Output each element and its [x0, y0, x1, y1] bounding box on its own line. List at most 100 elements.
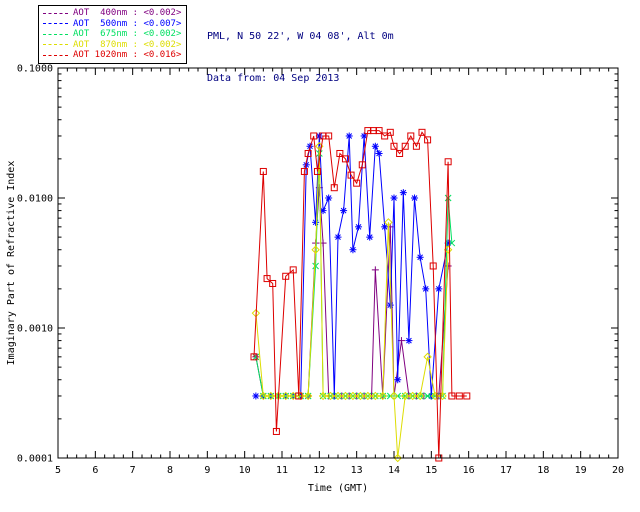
marker-asterisk — [422, 286, 429, 292]
legend-value: <0.016> — [143, 50, 182, 61]
marker-square — [358, 161, 366, 169]
marker-square — [341, 155, 349, 163]
legend-label: AOT 675nm : — [73, 29, 144, 40]
marker-square — [295, 392, 303, 400]
marker-x — [312, 262, 319, 270]
marker-square — [407, 132, 415, 140]
marker-diamond — [371, 391, 380, 401]
marker-square — [418, 128, 426, 136]
marker-asterisk — [376, 150, 382, 157]
x-tick-label: 15 — [425, 465, 437, 476]
marker-diamond — [281, 391, 290, 401]
marker-asterisk — [387, 302, 394, 308]
y-tick-label: 0.0100 — [17, 194, 53, 205]
marker-asterisk — [253, 393, 259, 399]
x-tick-label: 18 — [537, 465, 549, 476]
marker-diamond — [400, 391, 410, 401]
x-tick-label: 5 — [55, 465, 61, 476]
marker-diamond — [266, 391, 276, 401]
marker-diamond — [341, 391, 350, 401]
marker-square — [401, 142, 409, 150]
marker-asterisk — [335, 234, 341, 240]
data-date-text: Data from: 04 Sep 2013 — [207, 72, 340, 84]
marker-asterisk — [400, 189, 407, 196]
x-tick-label: 6 — [92, 465, 98, 476]
x-tick-label: 13 — [351, 465, 363, 476]
marker-square — [381, 132, 389, 140]
marker-diamond — [348, 391, 358, 401]
marker-asterisk — [325, 195, 332, 201]
marker-diamond — [326, 391, 335, 401]
x-tick-label: 7 — [130, 465, 136, 476]
legend-item: AOT 1020nm : <0.016> — [43, 50, 181, 61]
marker-square — [259, 167, 267, 175]
y-tick-label: 0.0001 — [17, 454, 53, 465]
x-tick-label: 16 — [463, 465, 475, 476]
marker-square — [336, 149, 344, 157]
legend-item: AOT 870nm : <0.002> — [43, 40, 181, 51]
marker-diamond — [259, 391, 268, 401]
marker-square — [289, 266, 297, 274]
x-tick-label: 14 — [388, 465, 400, 476]
x-tick-label: 10 — [239, 465, 251, 476]
marker-diamond — [318, 391, 328, 401]
marker-square — [448, 392, 456, 400]
marker-diamond — [378, 391, 388, 401]
marker-square — [455, 392, 463, 400]
marker-square — [269, 279, 277, 287]
x-tick-label: 8 — [167, 465, 173, 476]
legend: AOT 400nm : <0.002> AOT 500nm : <0.007> AO… — [38, 5, 188, 64]
marker-square — [272, 427, 280, 435]
marker-asterisk — [391, 195, 397, 201]
series-line-aot-870nm — [255, 146, 449, 459]
x-tick-label: 12 — [313, 465, 325, 476]
marker-asterisk — [372, 143, 379, 150]
legend-label: AOT 1020nm : — [73, 50, 144, 61]
x-axis-title: Time (GMT) — [308, 483, 368, 494]
marker-asterisk — [340, 207, 347, 214]
marker-asterisk — [417, 254, 423, 261]
marker-asterisk — [435, 286, 442, 292]
marker-square — [263, 275, 271, 283]
marker-diamond — [415, 391, 425, 401]
legend-label: AOT 870nm : — [73, 39, 144, 50]
y-tick-label: 0.0010 — [17, 324, 53, 335]
marker-square — [375, 127, 383, 135]
marker-diamond — [389, 391, 399, 401]
marker-square — [304, 149, 312, 157]
legend-value: <0.002> — [143, 39, 182, 50]
marker-x — [252, 353, 260, 361]
y-tick-label: 0.1000 — [17, 64, 53, 75]
marker-square — [424, 136, 432, 144]
marker-square — [300, 167, 308, 175]
marker-square — [412, 142, 420, 150]
marker-asterisk — [366, 234, 373, 240]
series-line-aot-500nm — [255, 135, 449, 397]
y-axis-title: Imaginary Part of Refractive Index — [6, 161, 17, 366]
series-line-aot-675nm — [255, 153, 453, 397]
marker-square — [386, 128, 394, 136]
legend-line-sample — [43, 54, 68, 56]
marker-diamond — [303, 391, 313, 401]
marker-asterisk — [350, 246, 356, 253]
legend-label: AOT 500nm : — [73, 18, 144, 29]
marker-x — [444, 194, 452, 202]
legend-line-sample — [43, 12, 68, 14]
marker-asterisk — [320, 207, 326, 214]
legend-label: AOT 400nm : — [73, 8, 144, 19]
marker-diamond — [311, 245, 320, 254]
legend-line-sample — [43, 23, 68, 25]
legend-value: <0.002> — [143, 29, 182, 40]
marker-square — [325, 132, 333, 140]
marker-asterisk — [316, 133, 323, 139]
marker-asterisk — [355, 223, 362, 230]
marker-square — [313, 167, 321, 175]
marker-square — [396, 149, 404, 157]
x-tick-label: 17 — [500, 465, 512, 476]
x-tick-label: 11 — [276, 465, 288, 476]
x-tick-label: 19 — [575, 465, 587, 476]
legend-item: AOT 500nm : <0.007> — [43, 19, 181, 30]
legend-line-sample — [43, 33, 68, 35]
